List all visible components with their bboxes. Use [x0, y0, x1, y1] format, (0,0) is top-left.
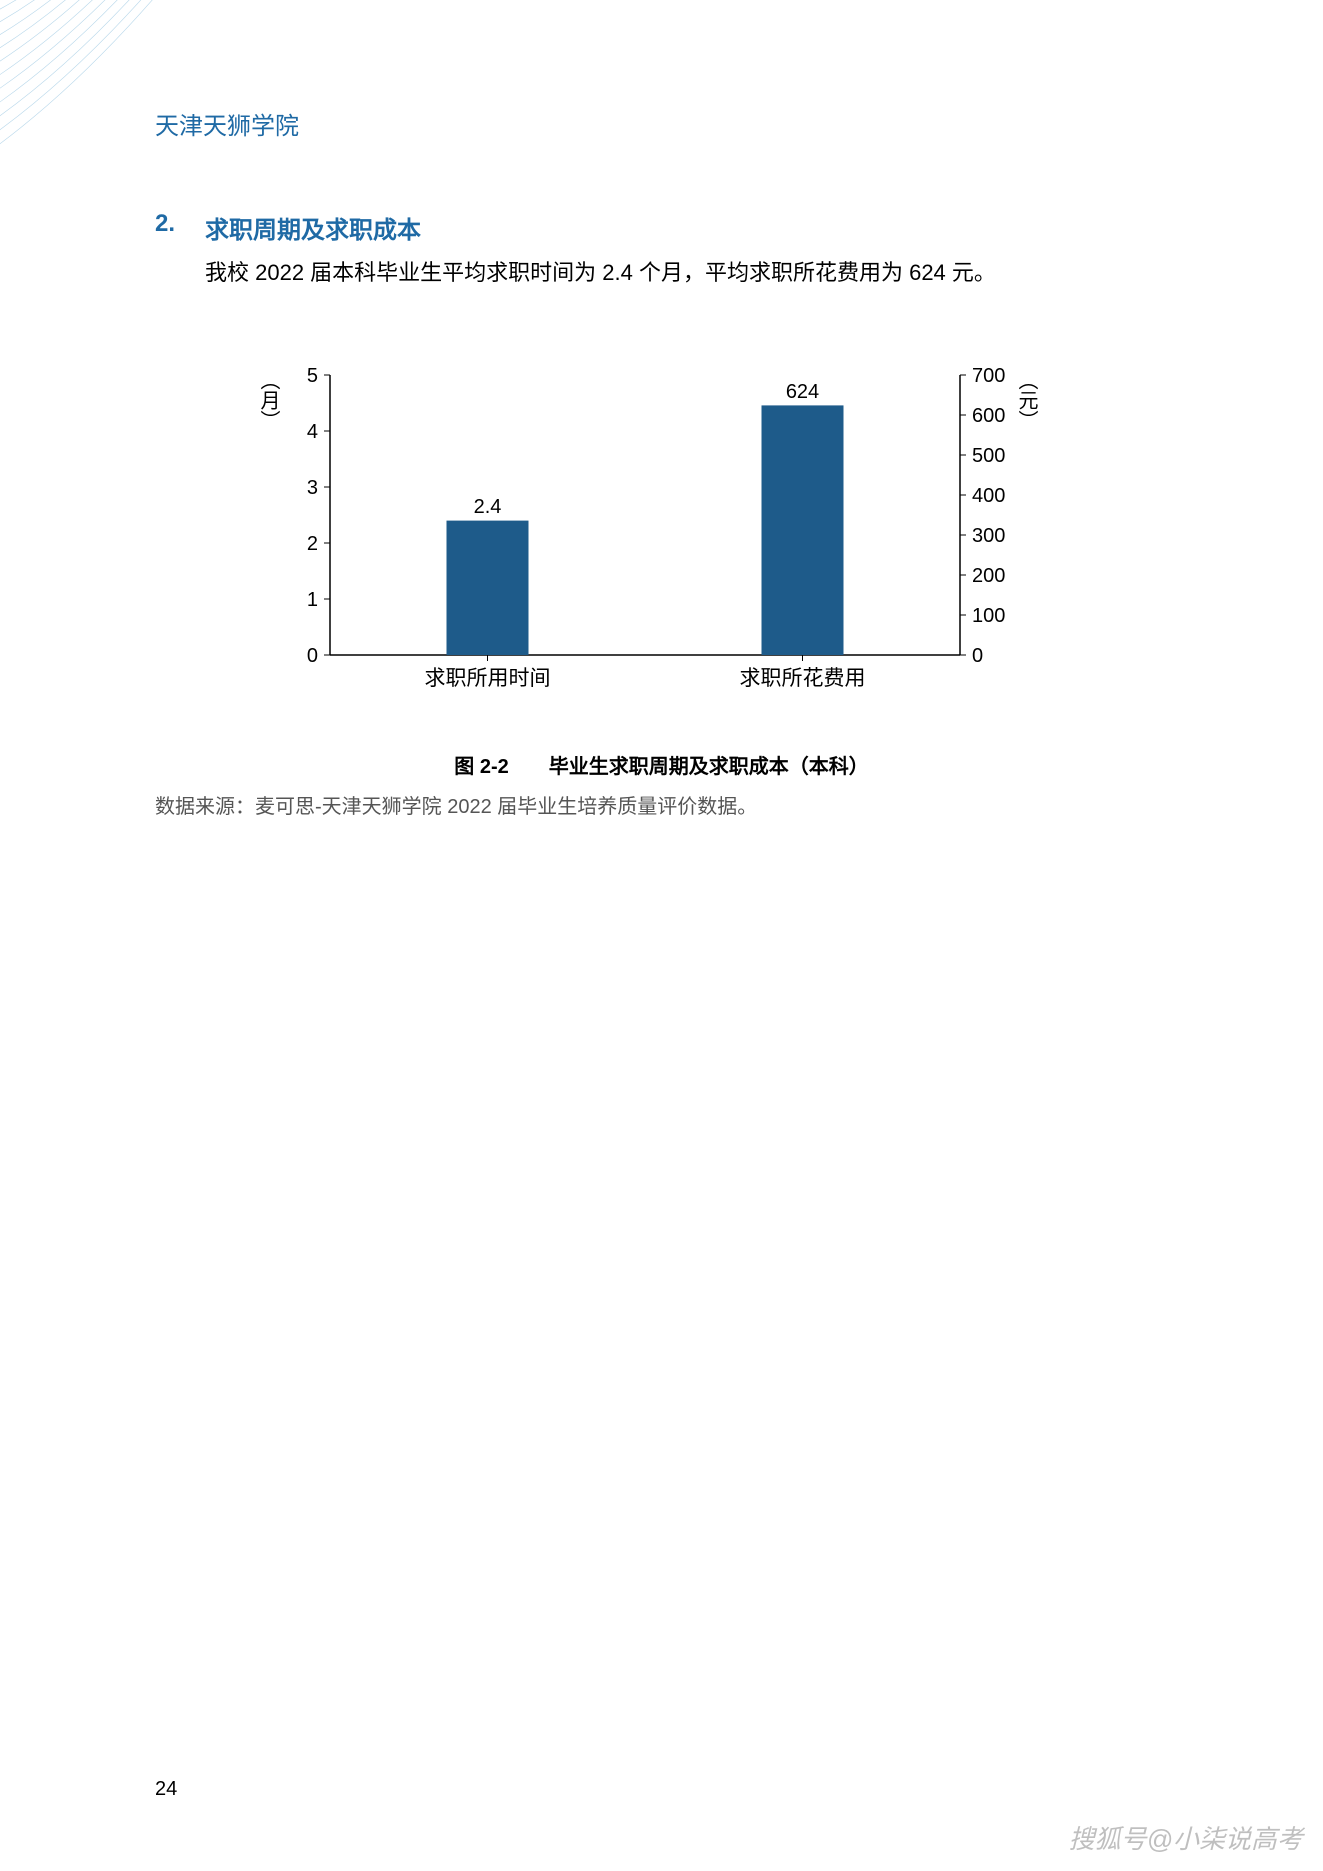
corner-decoration — [0, 0, 300, 200]
ltick-1: 1 — [307, 589, 318, 611]
bar-time-value: 2.4 — [474, 496, 502, 518]
rtick-2: 200 — [972, 565, 1005, 587]
rtick-7: 700 — [972, 365, 1005, 387]
bar-time — [447, 521, 529, 655]
rtick-0: 0 — [972, 645, 983, 667]
left-axis-label: （月） — [257, 370, 280, 430]
ltick-5: 5 — [307, 365, 318, 387]
rtick-1: 100 — [972, 605, 1005, 627]
school-name: 天津天狮学院 — [155, 106, 299, 141]
rtick-5: 500 — [972, 445, 1005, 467]
watermark: 搜狐号@小柒说高考 — [1069, 1819, 1303, 1856]
rtick-6: 600 — [972, 405, 1005, 427]
data-source: 数据来源：麦可思-天津天狮学院 2022 届毕业生培养质量评价数据。 — [155, 790, 757, 819]
bar-cost-value: 624 — [786, 381, 819, 403]
rtick-4: 400 — [972, 485, 1005, 507]
page-number: 24 — [155, 1778, 177, 1801]
figure-caption: 图 2-2 毕业生求职周期及求职成本（本科） — [0, 750, 1323, 779]
section-title: 求职周期及求职成本 — [205, 210, 421, 245]
body-paragraph: 我校 2022 届本科毕业生平均求职时间为 2.4 个月，平均求职所花费用为 6… — [205, 255, 996, 290]
left-axis-ticks: 0 1 2 3 4 5 — [307, 365, 330, 667]
cat-1: 求职所花费用 — [740, 667, 866, 690]
rtick-3: 300 — [972, 525, 1005, 547]
ltick-4: 4 — [307, 421, 318, 443]
ltick-0: 0 — [307, 645, 318, 667]
right-axis-label: （元） — [1015, 370, 1038, 430]
section-number: 2. — [155, 210, 175, 238]
job-chart: 0 1 2 3 4 5 0 100 200 300 400 500 600 70… — [250, 355, 1040, 705]
ltick-3: 3 — [307, 477, 318, 499]
ltick-2: 2 — [307, 533, 318, 555]
right-axis-ticks: 0 100 200 300 400 500 600 700 — [960, 365, 1005, 667]
bar-cost — [762, 405, 844, 655]
cat-0: 求职所用时间 — [425, 667, 551, 690]
